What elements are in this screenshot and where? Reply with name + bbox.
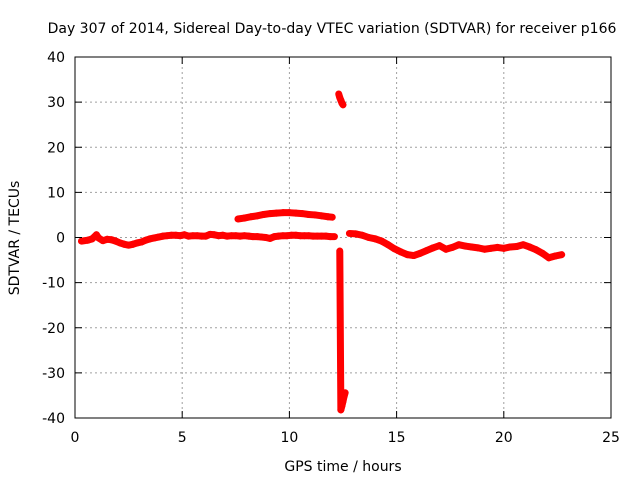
y-tick-label: 10 <box>47 185 65 201</box>
x-tick-label: 20 <box>495 430 513 446</box>
grid-lines <box>75 57 611 418</box>
chart-title: Day 307 of 2014, Sidereal Day-to-day VTE… <box>48 21 617 37</box>
series-outliers <box>335 90 349 414</box>
axis-ticks <box>74 56 612 419</box>
y-tick-label: 0 <box>56 231 65 247</box>
y-tick-label: -10 <box>42 276 65 292</box>
y-tick-label: 30 <box>47 95 65 111</box>
x-tick-label: 5 <box>178 430 187 446</box>
y-tick-labels: -40 -30 -20 -10 0 10 20 30 40 <box>42 50 65 427</box>
x-axis-label: GPS time / hours <box>284 459 401 475</box>
y-tick-label: 40 <box>47 50 65 66</box>
y-tick-label: 20 <box>47 140 65 156</box>
x-tick-label: 15 <box>388 430 406 446</box>
x-tick-label: 25 <box>602 430 620 446</box>
y-tick-label: -40 <box>42 411 65 427</box>
y-tick-label: -30 <box>42 366 65 382</box>
x-tick-labels: 0 5 10 15 20 25 <box>71 430 620 446</box>
series-main-trace <box>77 229 566 262</box>
data-points <box>77 90 566 414</box>
x-tick-label: 0 <box>71 430 80 446</box>
y-axis-label: SDTVAR / TECUs <box>7 181 23 296</box>
series-upper-arc <box>234 209 336 223</box>
y-tick-label: -20 <box>42 321 65 337</box>
trace-segment <box>336 247 345 414</box>
x-tick-label: 10 <box>280 430 298 446</box>
